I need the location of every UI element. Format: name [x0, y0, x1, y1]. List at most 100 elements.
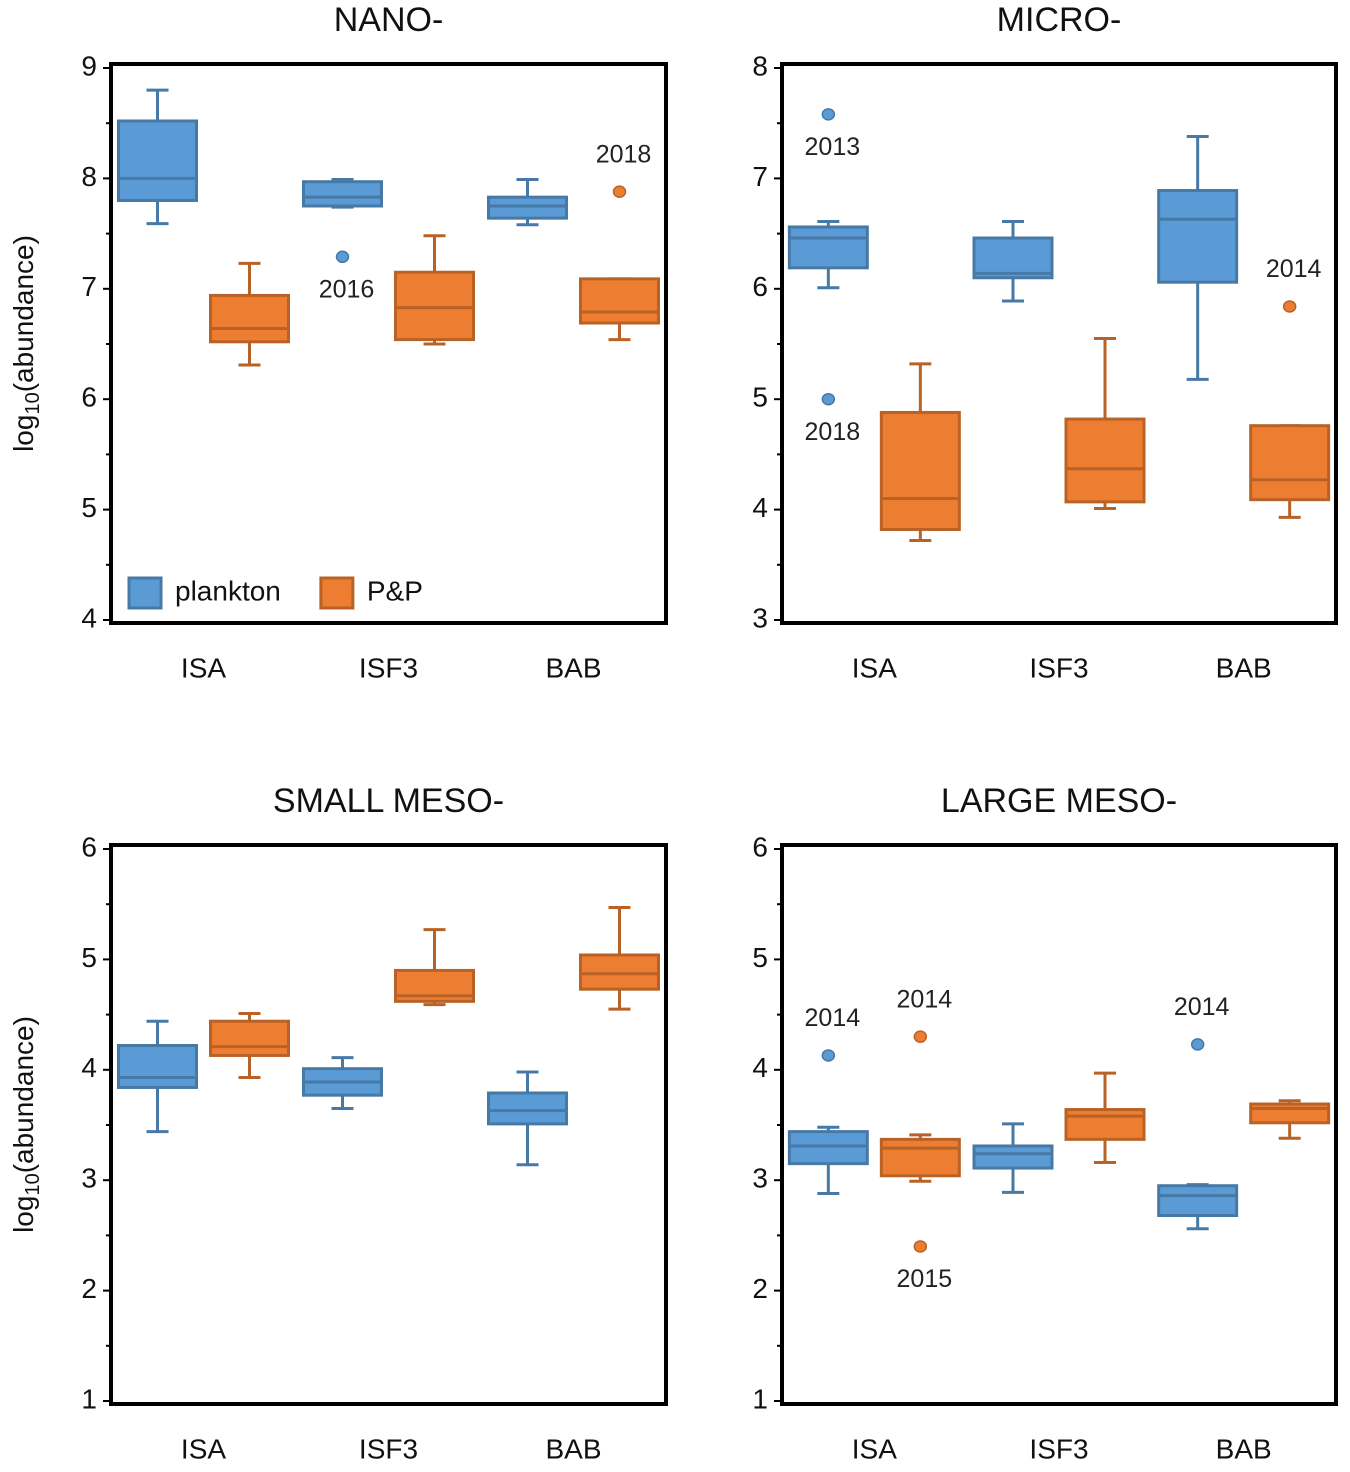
outlier-label: 2018	[596, 140, 652, 168]
outlier-label: 2016	[319, 275, 375, 303]
outlier	[1282, 300, 1297, 313]
y-tick-label: 5	[752, 942, 768, 973]
y-tick-label: 3	[81, 1163, 97, 1194]
x-tick-label: BAB	[1216, 1433, 1272, 1464]
legend-label: plankton	[175, 575, 281, 606]
y-tick-label: 9	[81, 50, 97, 81]
x-tick-label: ISA	[181, 1433, 226, 1464]
y-tick-label: 2	[81, 1273, 97, 1304]
y-tick-label: 4	[752, 1052, 768, 1083]
box	[209, 1019, 290, 1057]
y-tick-label: 4	[752, 492, 768, 523]
y-tick-label: 2	[752, 1273, 768, 1304]
box	[117, 1044, 198, 1089]
y-tick-label: 6	[752, 831, 768, 862]
box	[972, 1144, 1054, 1170]
outlier	[913, 1030, 928, 1043]
x-tick-label: ISF3	[1029, 652, 1088, 683]
box	[879, 410, 961, 531]
outlier	[913, 1240, 928, 1253]
box	[972, 236, 1054, 280]
y-tick-label: 5	[752, 382, 768, 413]
x-tick-label: ISF3	[359, 1433, 418, 1464]
box	[1249, 424, 1331, 502]
box	[879, 1137, 961, 1178]
y-axis-label-part: (abundance)	[8, 1016, 39, 1173]
box	[787, 225, 869, 270]
chart-title: MICRO-	[997, 1, 1122, 39]
y-tick-label: 6	[81, 382, 97, 413]
y-axis-label-part: 10	[22, 1173, 44, 1195]
x-tick-label: BAB	[1216, 652, 1272, 683]
plot-frame	[780, 62, 1338, 625]
y-tick-label: 1	[81, 1383, 97, 1414]
outlier-label: 2015	[897, 1265, 953, 1293]
panel: SMALL MESO-log10(abundance) 1 2 3 4 5 6 ISA ISF3…	[8, 782, 668, 1464]
y-tick-label: 1	[752, 1383, 768, 1414]
panel: NANO-log10(abundance) 4 5 6 7 8 9 ISA ISF3 BAB 201…	[8, 1, 668, 683]
panel: MICRO- 3 4 5 6 7 8 ISA ISF3 BAB 2013 2018 2014	[752, 1, 1338, 683]
outlier-label: 2013	[805, 133, 861, 161]
y-tick-label: 4	[81, 602, 97, 633]
box	[209, 293, 290, 344]
box	[1249, 1102, 1331, 1125]
x-tick-label: ISA	[181, 652, 226, 683]
y-tick-label: 6	[752, 271, 768, 302]
outlier	[1190, 1038, 1205, 1051]
outlier	[335, 250, 350, 264]
plot-frame	[780, 843, 1338, 1406]
y-tick-label: 7	[81, 271, 97, 302]
x-tick-label: ISF3	[1029, 1433, 1088, 1464]
y-tick-label: 5	[81, 492, 97, 523]
y-tick-label: 8	[81, 161, 97, 192]
y-tick-label: 4	[81, 1052, 97, 1083]
y-axis-label-part: 10	[22, 392, 44, 414]
outlier	[821, 1049, 836, 1062]
chart-title: NANO-	[334, 1, 444, 39]
box	[1157, 1184, 1239, 1218]
x-tick-label: ISF3	[359, 652, 418, 683]
y-axis-label: log10(abundance)	[8, 235, 44, 452]
outlier	[821, 392, 836, 406]
y-tick-label: 3	[752, 602, 768, 633]
box	[787, 1130, 869, 1166]
y-axis-label-part: (abundance)	[8, 235, 39, 392]
x-tick-label: BAB	[545, 652, 601, 683]
plot-frame	[109, 62, 668, 625]
outlier	[612, 185, 627, 198]
y-tick-label: 8	[752, 50, 768, 81]
outlier-label: 2014	[1174, 993, 1230, 1021]
box	[487, 1091, 568, 1126]
legend-swatch	[127, 576, 163, 610]
x-tick-label: BAB	[545, 1433, 601, 1464]
panel: LARGE MESO- 1 2 3 4 5 6 ISA ISF3 BAB 2014 2014 2014 2…	[752, 782, 1338, 1464]
x-tick-label: ISA	[852, 652, 897, 683]
box	[579, 953, 660, 991]
box	[1064, 417, 1146, 504]
box	[1157, 189, 1239, 284]
box	[302, 180, 383, 208]
y-axis-label: log10(abundance)	[8, 1016, 44, 1233]
outlier-label: 2014	[1266, 255, 1322, 283]
y-axis-label-part: log	[8, 415, 39, 452]
plot-frame	[109, 843, 668, 1406]
chart-title: SMALL MESO-	[273, 782, 504, 820]
legend-label: P&P	[367, 575, 423, 606]
y-tick-label: 3	[752, 1163, 768, 1194]
x-tick-label: ISA	[852, 1433, 897, 1464]
outlier-label: 2018	[805, 418, 861, 446]
outlier-label: 2014	[897, 985, 953, 1013]
legend-swatch	[319, 576, 355, 610]
y-axis-label-part: log	[8, 1196, 39, 1233]
box	[579, 277, 660, 325]
box	[117, 119, 198, 202]
box	[487, 195, 568, 220]
y-tick-label: 5	[81, 942, 97, 973]
chart-title: LARGE MESO-	[941, 782, 1177, 820]
box	[1064, 1108, 1146, 1141]
outlier	[821, 108, 836, 121]
y-tick-label: 7	[752, 161, 768, 192]
box	[394, 270, 475, 342]
y-tick-label: 6	[81, 831, 97, 862]
